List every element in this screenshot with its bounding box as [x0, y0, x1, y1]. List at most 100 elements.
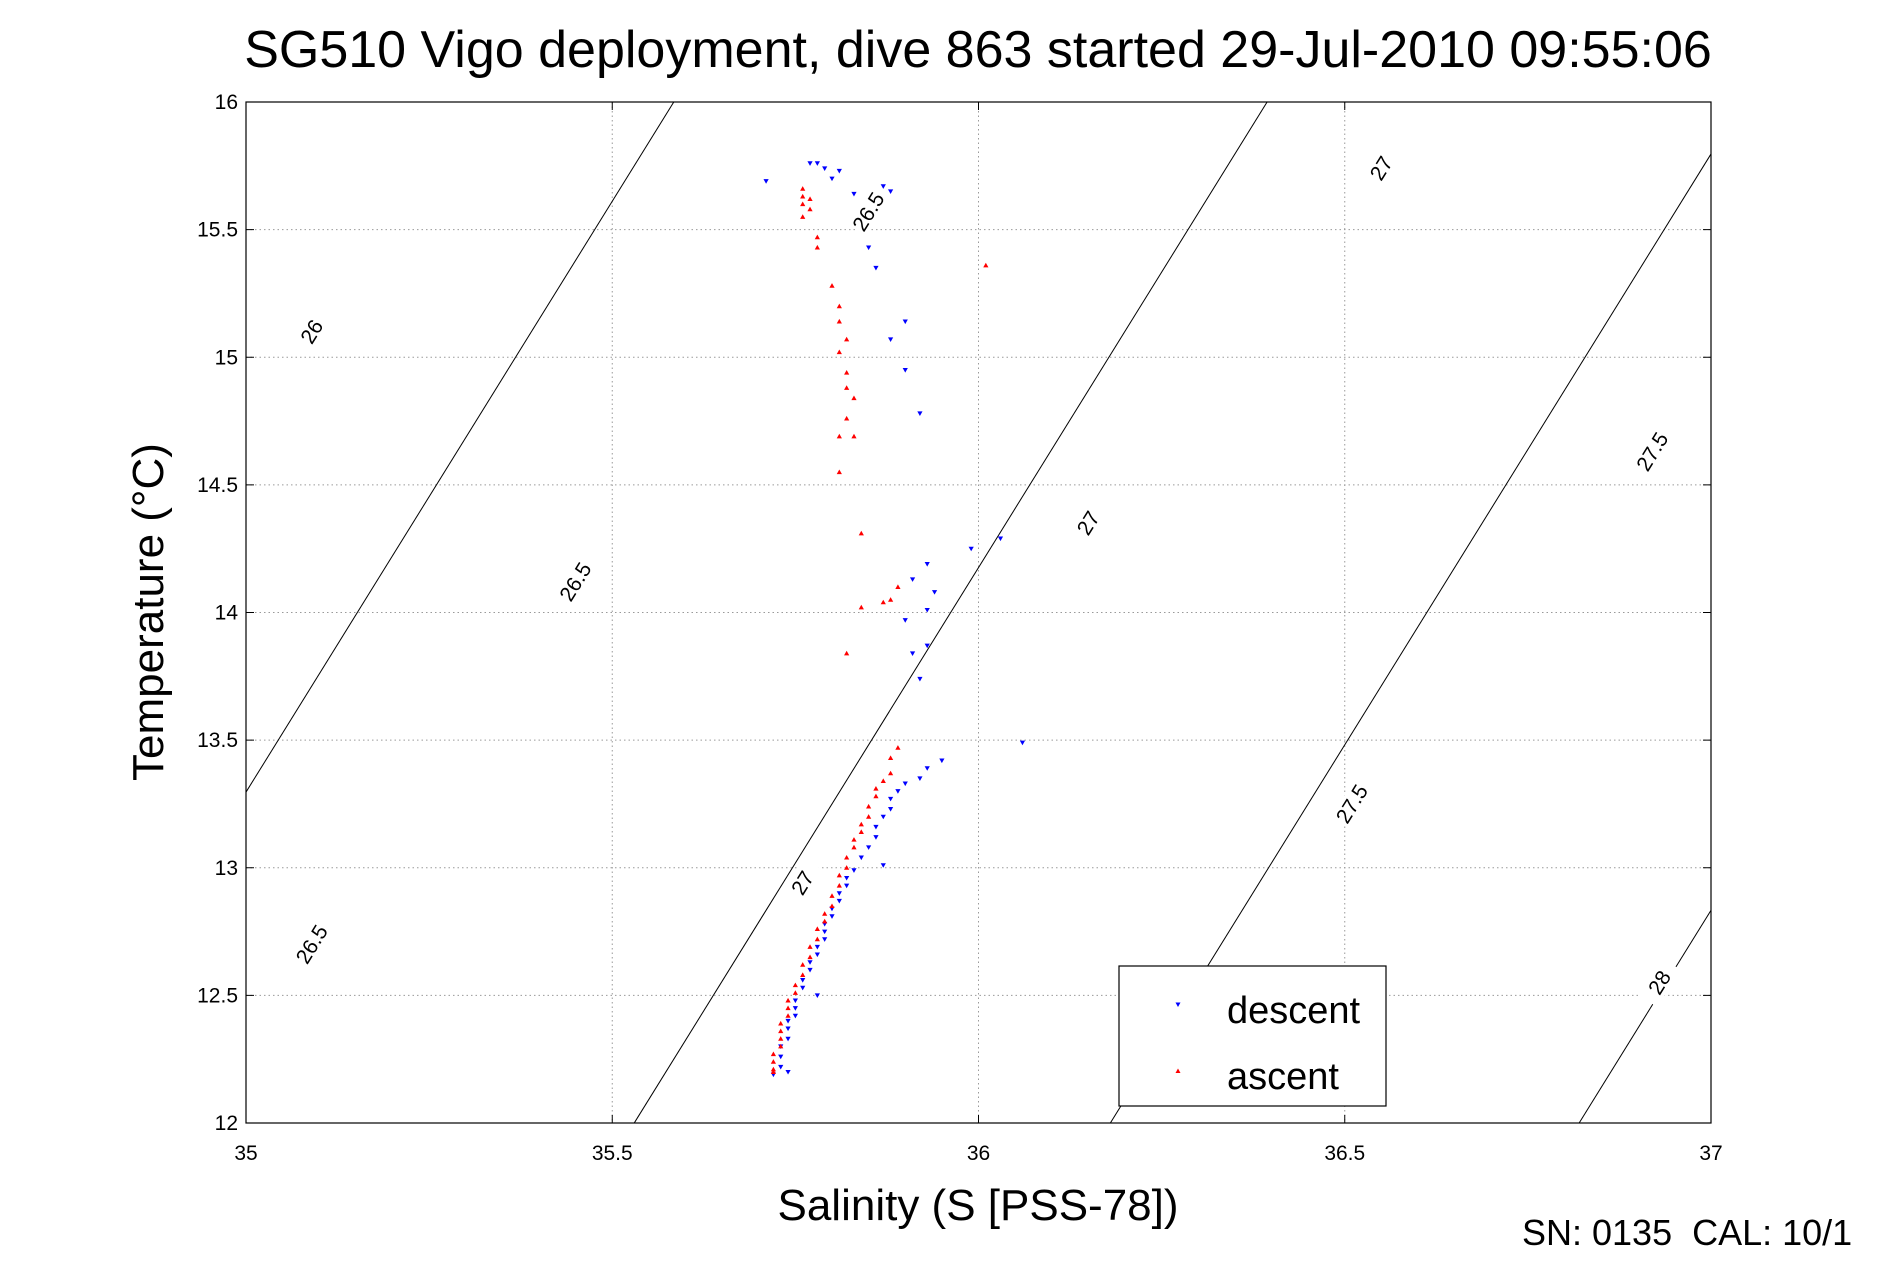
ascent-point — [778, 1028, 784, 1034]
y-tick-label: 13 — [215, 857, 238, 880]
ascent-point — [880, 778, 886, 783]
ascent-point — [778, 1036, 784, 1041]
isopycnal-line-27.5 — [1578, 909, 1711, 1123]
descent-point — [785, 1069, 791, 1075]
descent-point — [917, 776, 923, 782]
legend-marker-ascent — [1175, 1068, 1181, 1073]
x-tick-label: 37 — [1699, 1142, 1722, 1165]
ascent-point — [778, 1020, 784, 1026]
isopycnal-label-bg — [290, 919, 333, 969]
ascent-point — [785, 997, 791, 1003]
isopycnal-line-26.5 — [633, 102, 1268, 1123]
ascent-point — [792, 982, 798, 988]
y-tick-label: 15 — [215, 346, 238, 369]
y-tick-label: 15.5 — [197, 219, 238, 242]
descent-point — [924, 562, 930, 567]
descent-point — [888, 807, 894, 812]
descent-point — [909, 651, 916, 656]
descent-point — [851, 868, 857, 873]
ascent-point — [814, 244, 820, 250]
ascent-point — [814, 234, 820, 240]
isopycnal-line-27 — [1109, 153, 1711, 1123]
ascent-point — [822, 918, 828, 924]
descent-point — [931, 590, 938, 595]
ascent-point — [778, 1043, 784, 1049]
ascent-point — [807, 196, 813, 201]
descent-point — [924, 766, 930, 771]
ascent-point — [895, 745, 901, 750]
ascent-point — [822, 911, 828, 916]
descent-point — [814, 161, 820, 166]
descent-point — [814, 952, 820, 958]
isopycnal-label-bg — [1631, 427, 1674, 477]
isopycnal-label-bg — [1331, 779, 1374, 829]
ascent-point — [888, 770, 894, 776]
descent-point — [807, 161, 813, 166]
descent-point — [888, 337, 894, 342]
descent-point — [866, 245, 872, 251]
y-tick-label: 14 — [215, 602, 239, 625]
x-tick-label: 36 — [967, 1142, 990, 1165]
ascent-point — [836, 469, 842, 475]
ascent-point — [844, 385, 850, 390]
descent-point — [902, 368, 908, 373]
ascent-point — [800, 972, 806, 977]
descent-point — [866, 845, 872, 850]
descent-point — [836, 891, 842, 896]
descent-point — [909, 577, 916, 582]
ascent-point — [858, 604, 864, 610]
descent-point — [836, 898, 842, 904]
ascent-point — [873, 786, 879, 791]
ascent-point — [851, 844, 857, 850]
descent-point — [873, 824, 879, 830]
ascent-point — [770, 1066, 776, 1072]
descent-point — [880, 184, 886, 189]
descent-point — [917, 411, 923, 417]
isopycnal-label-bg — [1360, 143, 1403, 193]
ascent-point — [858, 821, 864, 827]
ascent-point — [814, 926, 820, 932]
isopycnal-line-26 — [246, 102, 675, 794]
descent-point — [844, 883, 850, 889]
ascent-point — [858, 530, 864, 536]
descent-point — [822, 937, 828, 942]
descent-point — [902, 319, 908, 325]
ascent-point — [800, 186, 806, 191]
ascent-point — [873, 793, 879, 799]
descent-point — [800, 985, 806, 991]
descent-point — [792, 1013, 798, 1019]
descent-point — [902, 781, 908, 787]
ascent-point — [851, 395, 857, 401]
x-axis-label: Salinity (S [PSS-78]) — [777, 1181, 1178, 1230]
ascent-point — [844, 415, 850, 421]
descent-point — [873, 835, 879, 840]
descent-point — [778, 1054, 784, 1060]
descent-point — [851, 191, 857, 197]
ascent-point — [844, 854, 850, 860]
ascent-point — [814, 936, 820, 942]
ascent-point — [770, 1059, 776, 1064]
ascent-point — [785, 1013, 791, 1018]
ascent-point — [983, 262, 989, 268]
y-tick-label: 12.5 — [197, 984, 238, 1007]
descent-point — [902, 618, 908, 623]
ascent-point — [785, 1005, 791, 1011]
descent-point — [917, 676, 923, 682]
descent-point — [836, 168, 842, 174]
ascent-point — [880, 599, 886, 605]
grid-lines — [246, 102, 1711, 1123]
ascent-point — [800, 962, 806, 967]
legend-label-ascent: ascent — [1227, 1056, 1339, 1098]
ascent-point — [770, 1069, 776, 1074]
isopycnal-label-bg — [847, 187, 890, 237]
isopycnal-label-bg — [1638, 958, 1681, 1008]
ascent-point — [800, 193, 806, 199]
isopycnal-label-bg — [554, 557, 597, 607]
ascent-point — [836, 318, 842, 324]
descent-point — [785, 1018, 791, 1024]
descent-point — [814, 993, 820, 998]
ascent-point — [844, 650, 850, 656]
y-tick-label: 12 — [215, 1112, 238, 1135]
descent-point — [1019, 740, 1026, 746]
ascent-point — [866, 803, 872, 809]
